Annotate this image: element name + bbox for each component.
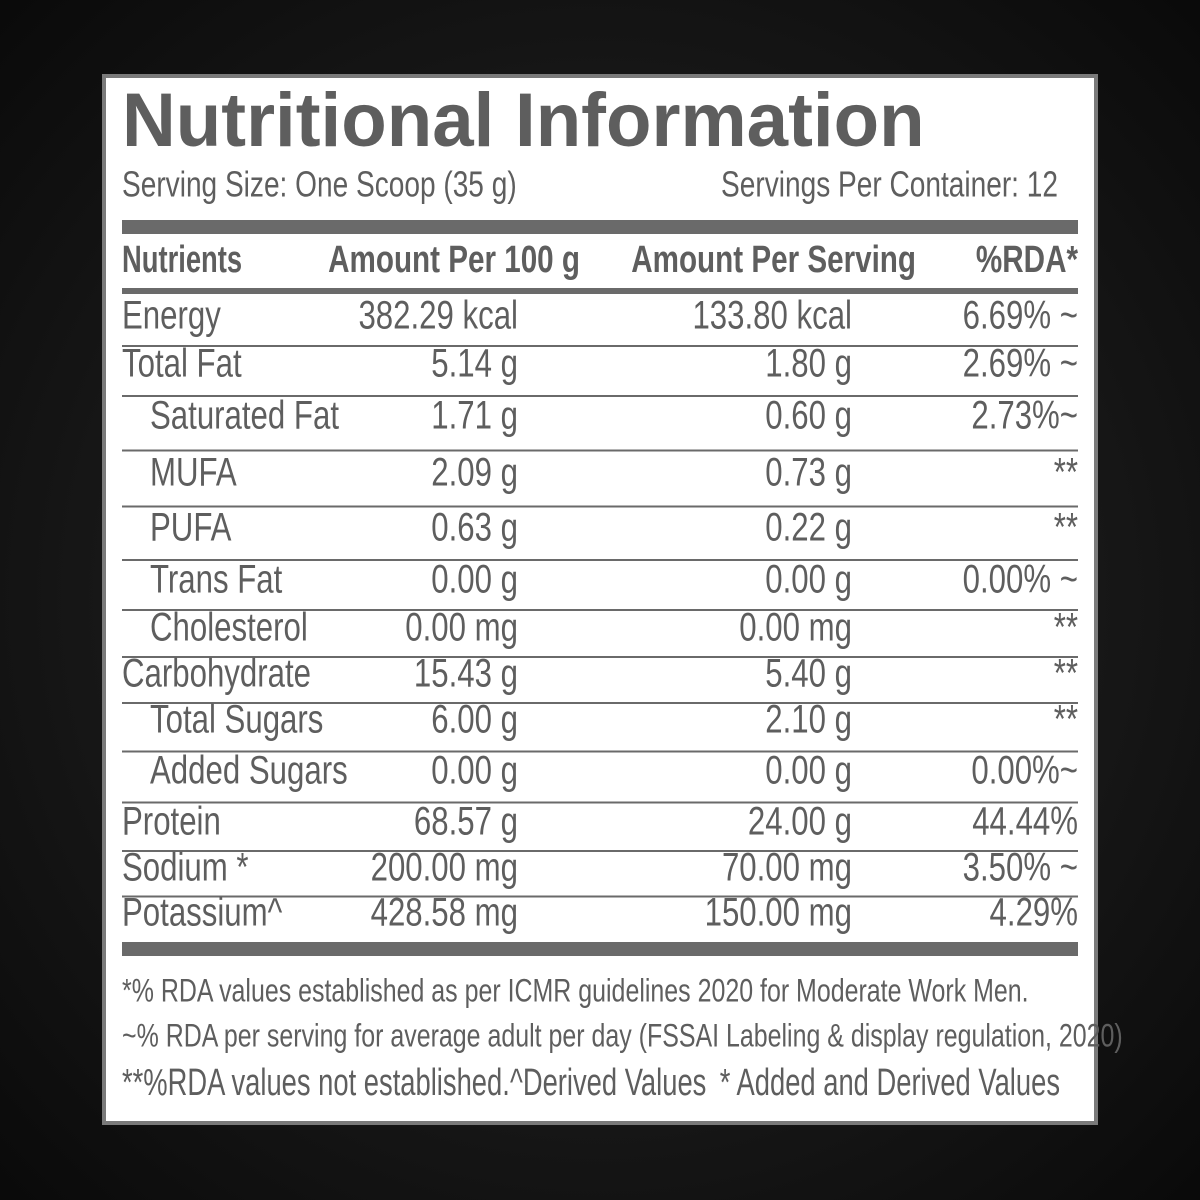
bottom-bar — [122, 942, 1078, 956]
title: Nutritional Information — [122, 77, 925, 162]
cell-value: 44.44% — [972, 799, 1078, 844]
cell-value: 0.00 g — [765, 748, 852, 793]
serving-size: Serving Size: One Scoop (35 g) — [122, 164, 517, 204]
cell-value: 2.69% ~ — [963, 341, 1078, 386]
cell-value: 5.14 g — [431, 341, 518, 386]
column-header: Nutrients — [122, 239, 242, 281]
nutrient-name: Total Fat — [122, 341, 242, 386]
cell-value: 3.50% ~ — [963, 845, 1078, 890]
cell-value: 70.00 mg — [722, 845, 852, 890]
cell-value: 15.43 g — [414, 651, 518, 696]
cell-value: 0.00% ~ — [963, 557, 1078, 602]
cell-value: 428.58 mg — [371, 890, 518, 935]
nutrient-name: MUFA — [150, 450, 237, 495]
cell-value: 0.00 g — [431, 557, 518, 602]
cell-value: 6.00 g — [431, 697, 518, 742]
cell-value: 0.00 g — [431, 748, 518, 793]
cell-value: ** — [1054, 697, 1078, 742]
cell-value: 1.71 g — [431, 393, 518, 438]
cell-value: 2.09 g — [431, 450, 518, 495]
header-rule — [122, 288, 1078, 294]
footnote: *% RDA values established as per ICMR gu… — [122, 974, 1029, 1010]
cell-value: ** — [1054, 605, 1078, 650]
cell-value: 0.00 g — [765, 557, 852, 602]
nutrient-name: Potassium^ — [122, 890, 282, 935]
nutrient-name: Saturated Fat — [150, 393, 339, 438]
cell-value: 0.00%~ — [971, 748, 1078, 793]
cell-value: 4.29% — [990, 890, 1078, 935]
cell-value: 24.00 g — [748, 799, 852, 844]
cell-value: 6.69% ~ — [963, 293, 1078, 338]
cell-value: 0.00 mg — [739, 605, 852, 650]
footnote: * Added and Derived Values — [720, 1062, 1060, 1104]
cell-value: 1.80 g — [765, 341, 852, 386]
nutrient-name: Total Sugars — [150, 697, 323, 742]
cell-value: 0.63 g — [431, 505, 518, 550]
footnote: ~% RDA per serving for average adult per… — [122, 1019, 1123, 1055]
cell-value: ** — [1054, 505, 1078, 550]
top-bar — [122, 220, 1078, 234]
cell-value: ** — [1054, 651, 1078, 696]
column-header: %RDA* — [976, 239, 1079, 281]
column-header: Amount Per Serving — [631, 239, 916, 281]
cell-value: 2.73%~ — [971, 393, 1078, 438]
cell-value: 200.00 mg — [371, 845, 518, 890]
footnote: ^Derived Values — [510, 1062, 706, 1104]
nutrient-name: Carbohydrate — [122, 651, 311, 696]
nutrient-name: Energy — [122, 293, 221, 338]
nutrient-name: Protein — [122, 799, 221, 844]
cell-value: 382.29 kcal — [358, 293, 518, 338]
cell-value: 0.22 g — [765, 505, 852, 550]
servings-per-container: Servings Per Container: 12 — [721, 164, 1058, 204]
cell-value: 150.00 mg — [705, 890, 852, 935]
nutrient-name: PUFA — [150, 505, 232, 550]
nutrient-name: Cholesterol — [150, 605, 308, 650]
cell-value: 133.80 kcal — [692, 293, 852, 338]
cell-value: 0.60 g — [765, 393, 852, 438]
nutrient-name: Sodium * — [122, 845, 249, 890]
cell-value: 2.10 g — [765, 697, 852, 742]
nutrient-name: Added Sugars — [150, 748, 348, 793]
column-header: Amount Per 100 g — [328, 239, 580, 281]
cell-value: 0.00 mg — [405, 605, 518, 650]
cell-value: 68.57 g — [414, 799, 518, 844]
footnote: **%RDA values not established. — [122, 1062, 510, 1104]
cell-value: ** — [1054, 450, 1078, 495]
cell-value: 5.40 g — [765, 651, 852, 696]
cell-value: 0.73 g — [765, 450, 852, 495]
nutrient-name: Trans Fat — [150, 557, 282, 602]
